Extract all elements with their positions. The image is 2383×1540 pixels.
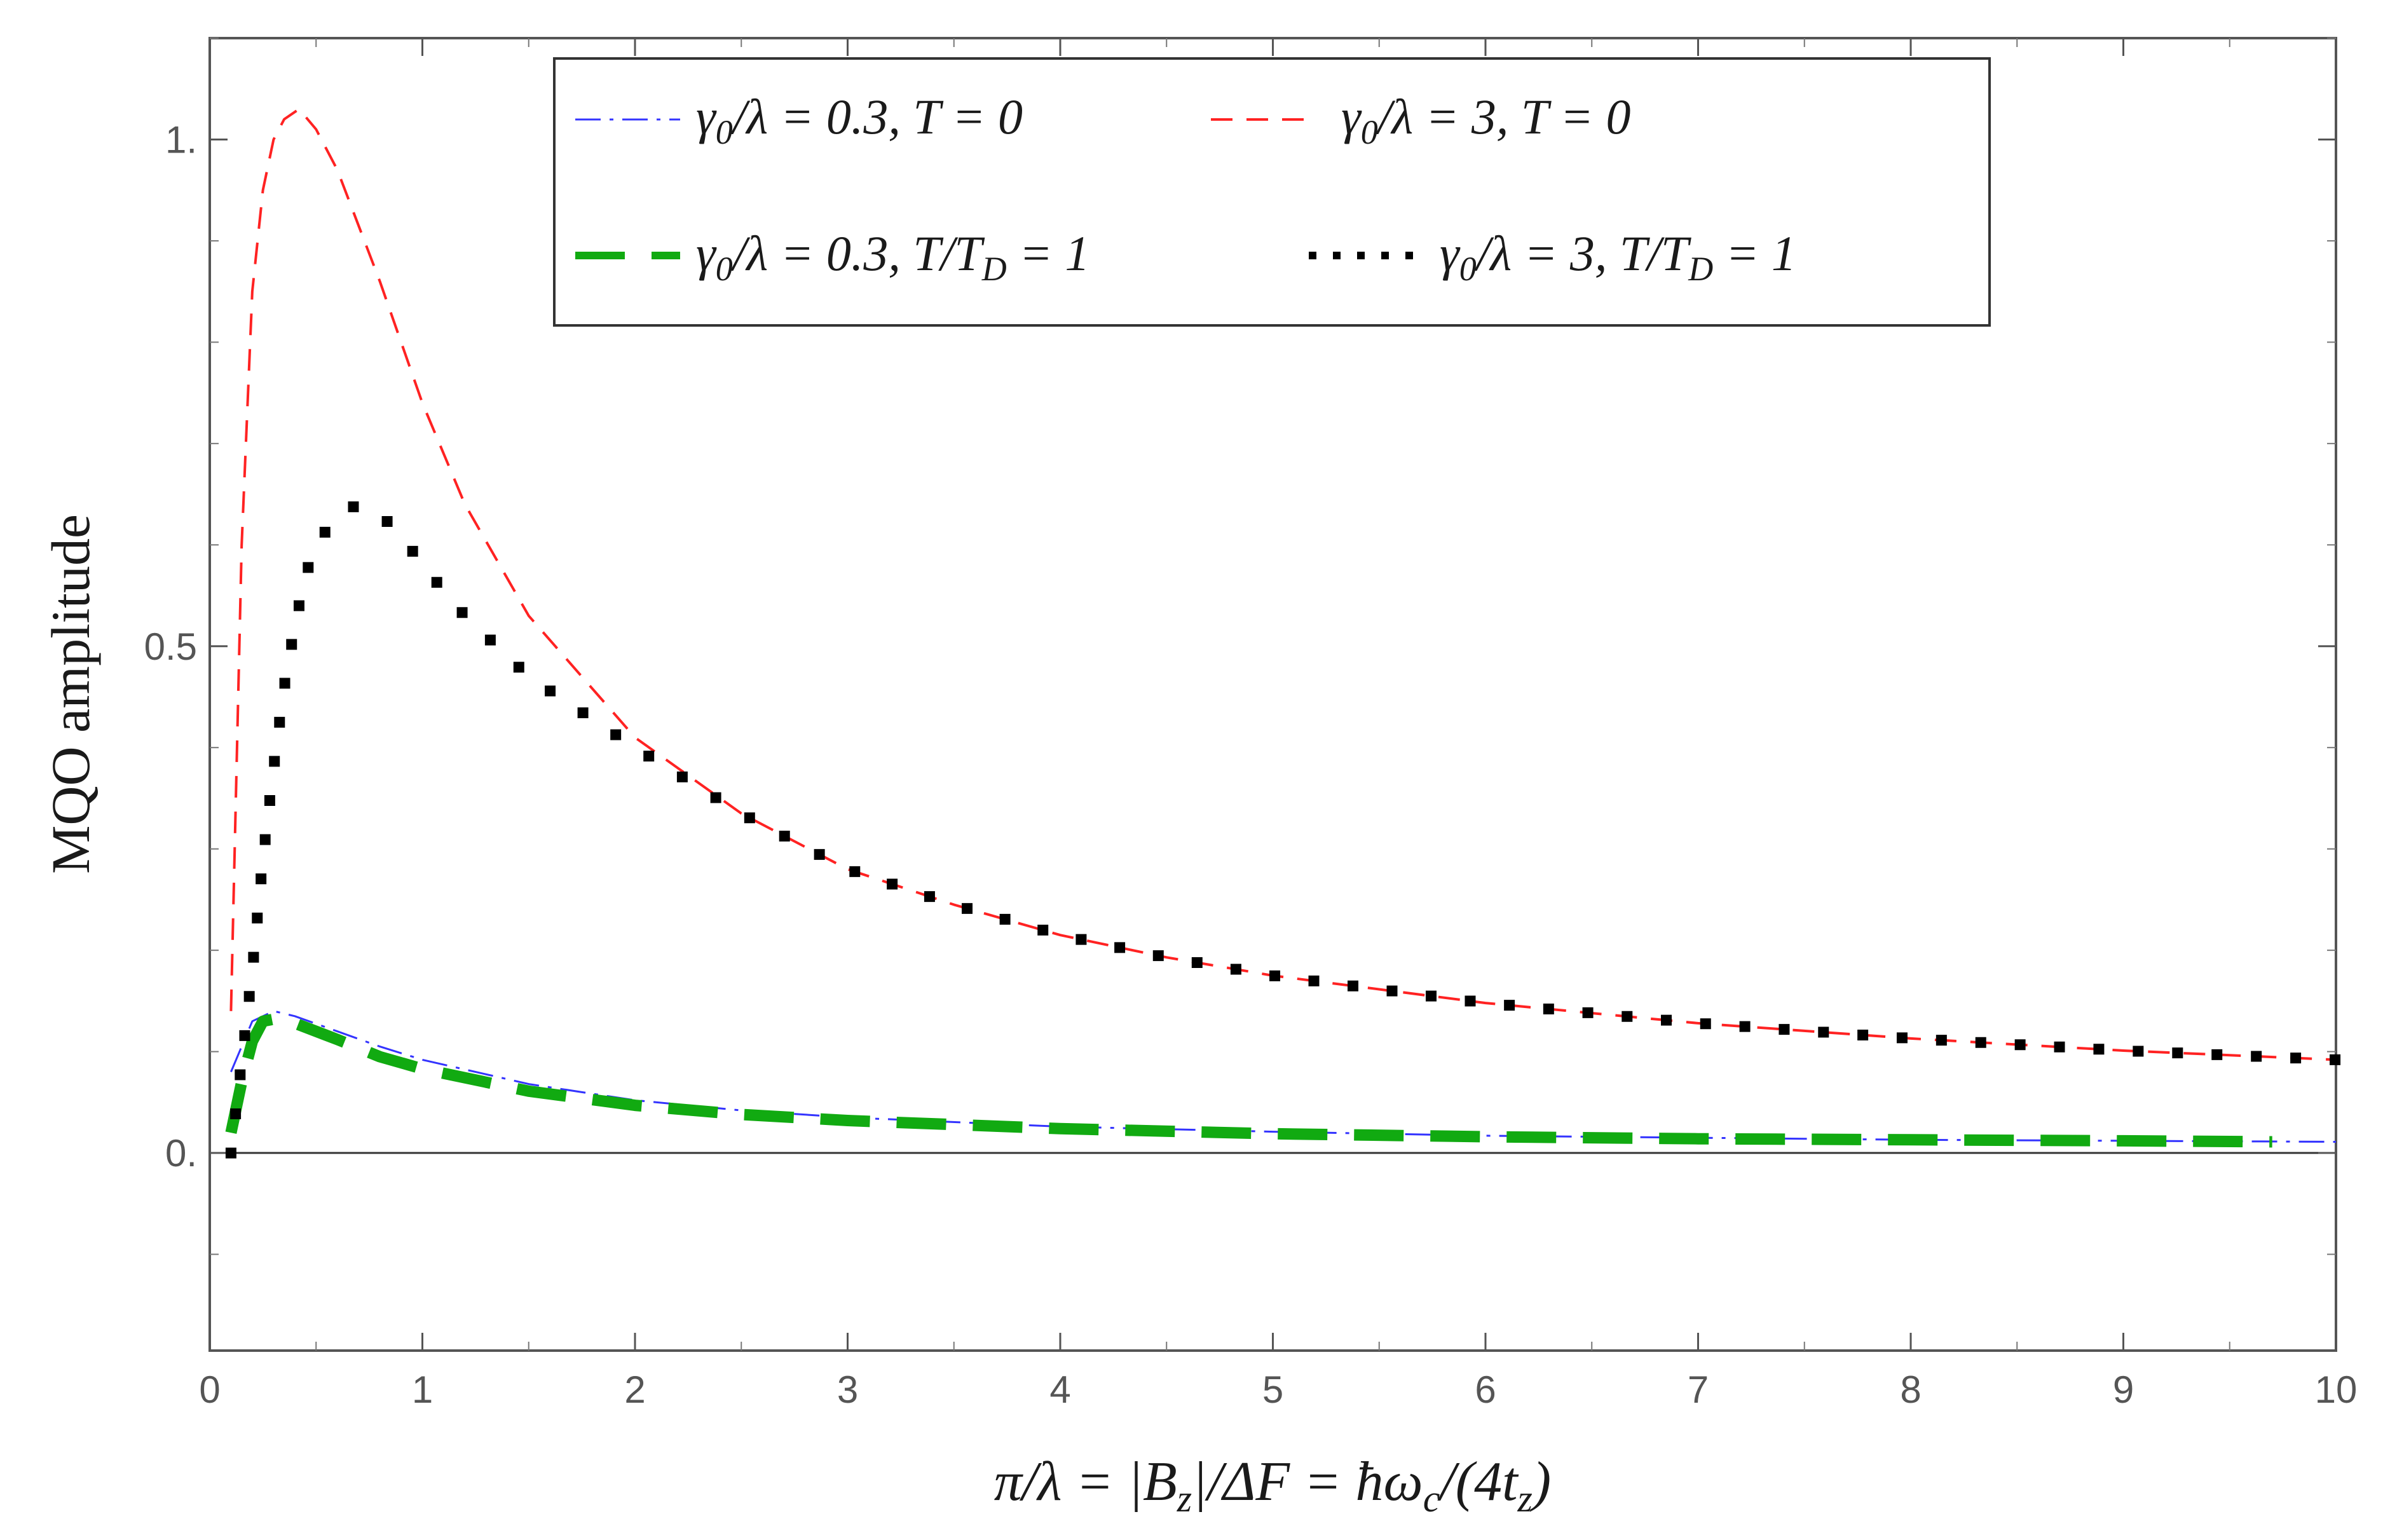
x-tick-label: 7 <box>1688 1368 1709 1411</box>
x-axis-title: π/λ = |Bz|/ΔF = ħωc/(4tz) <box>994 1451 1551 1520</box>
legend-box <box>553 57 1991 327</box>
axis-ticks <box>208 37 2337 1351</box>
x-tick-label: 4 <box>1049 1368 1070 1411</box>
x-tick-label: 9 <box>2113 1368 2134 1411</box>
y-tick-label: 1. <box>165 118 197 161</box>
axis-tick-labels: 0 1 2 3 4 5 6 7 8 9 10 0. 0.5 1. <box>144 118 2358 1411</box>
x-tick-label: 0 <box>199 1368 220 1411</box>
series-line-3 <box>225 1013 2272 1148</box>
x-tick-label: 2 <box>624 1368 645 1411</box>
series-layer <box>224 107 2342 1159</box>
legend-entry-3: γ0/λ = 0.3, T/TD = 1 <box>696 226 1089 288</box>
x-tick-label: 3 <box>837 1368 858 1411</box>
legend: γ0/λ = 0.3, T = 0 γ0/λ = 3, T = 0 γ0/λ =… <box>553 57 1991 327</box>
x-tick-label: 6 <box>1475 1368 1496 1411</box>
series-line-4 <box>224 499 2342 1159</box>
legend-entry-4: γ0/λ = 3, T/TD = 1 <box>1440 226 1796 288</box>
legend-entry-1: γ0/λ = 0.3, T = 0 <box>696 89 1023 151</box>
x-tick-label: 5 <box>1262 1368 1283 1411</box>
x-tick-label: 10 <box>2315 1368 2358 1411</box>
y-tick-label: 0.5 <box>144 625 197 668</box>
x-tick-label: 1 <box>412 1368 433 1411</box>
legend-entry-2: γ0/λ = 3, T = 0 <box>1341 89 1630 151</box>
y-axis-title: MQO amplitude <box>40 514 101 874</box>
series-line-1 <box>230 1010 2337 1143</box>
x-tick-label: 8 <box>1900 1368 1921 1411</box>
series-line-2 <box>229 107 2337 1061</box>
y-tick-label: 0. <box>165 1132 197 1175</box>
